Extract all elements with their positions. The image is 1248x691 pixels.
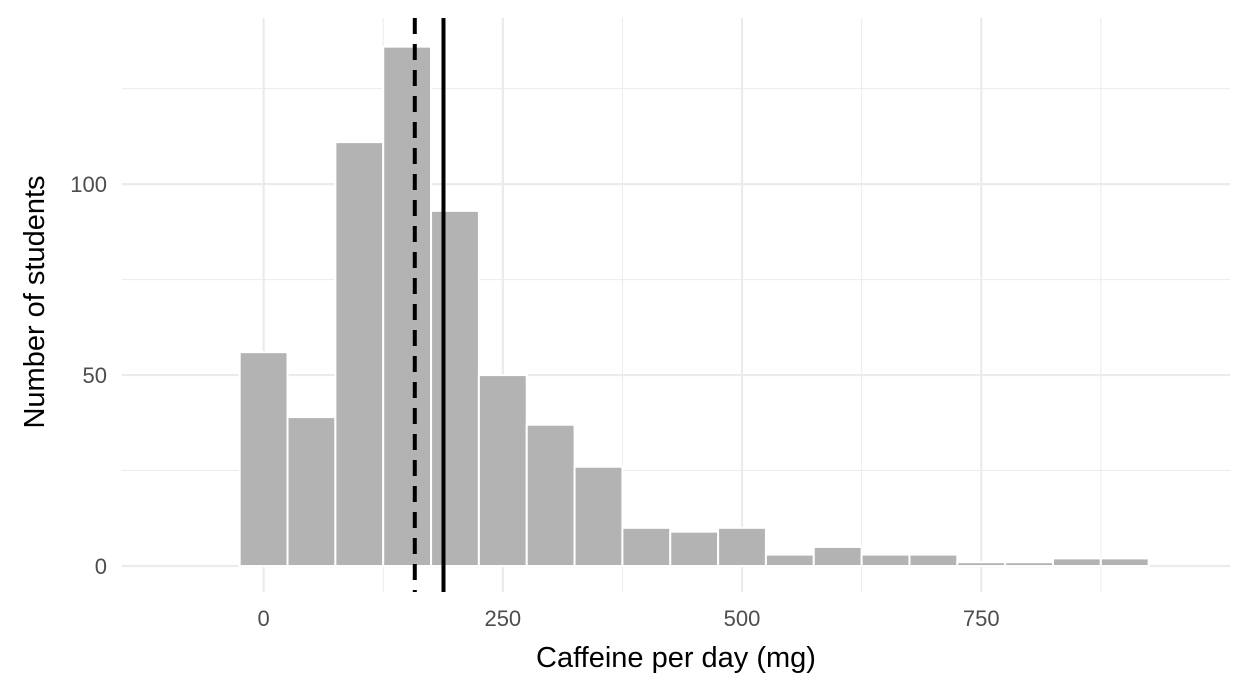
histogram-bar <box>382 45 433 568</box>
reference-lines <box>412 18 446 592</box>
histogram-bar <box>1004 561 1054 568</box>
histogram-bar <box>1051 557 1102 568</box>
histogram-bar <box>573 465 624 568</box>
x-axis-title: Caffeine per day (mg) <box>536 642 816 674</box>
histogram-bar <box>669 530 720 568</box>
histogram-bar <box>334 141 385 568</box>
histogram-bar <box>908 553 959 568</box>
histogram-bar <box>621 526 672 568</box>
x-tick-label: 750 <box>963 606 1000 631</box>
y-axis-ticks: 0 50 100 <box>70 172 107 579</box>
histogram-bar <box>238 351 289 568</box>
x-axis-ticks: 0 250 500 750 <box>257 606 999 631</box>
x-tick-label: 250 <box>484 606 521 631</box>
histogram-bar <box>860 553 911 568</box>
y-tick-label: 100 <box>70 172 107 197</box>
histogram-bar <box>477 374 528 568</box>
histogram-bar <box>717 526 767 568</box>
y-tick-label: 0 <box>95 554 107 579</box>
histogram-bars <box>238 45 1150 568</box>
y-tick-label: 50 <box>83 363 107 388</box>
x-tick-label: 0 <box>257 606 269 631</box>
histogram-bar <box>956 561 1007 568</box>
y-axis-title: Number of students <box>19 175 51 428</box>
histogram-bar <box>764 553 815 568</box>
histogram-bar <box>286 416 337 568</box>
histogram-bar <box>812 545 863 568</box>
histogram-bar <box>525 423 576 568</box>
x-tick-label: 500 <box>724 606 761 631</box>
histogram-bar <box>430 209 480 568</box>
histogram-bar <box>1099 557 1150 568</box>
